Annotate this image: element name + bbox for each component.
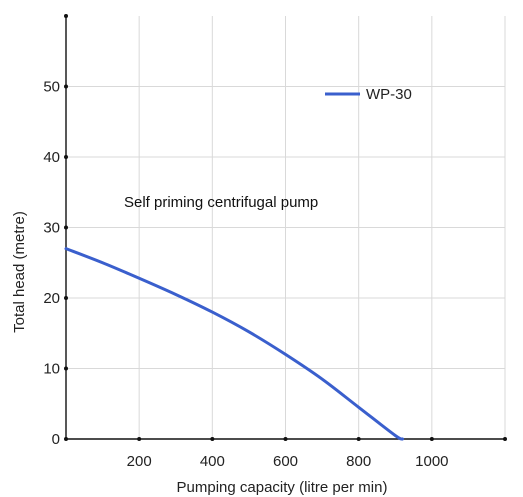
y-tick-label: 30 [43,220,60,237]
y-tick-mark [64,296,68,300]
y-tick-label: 40 [43,149,60,166]
y-tick-label: 10 [43,361,60,378]
legend-label-wp-30: WP-30 [366,86,412,103]
x-tick-label: 600 [273,453,298,470]
y-tick-label: 50 [43,79,60,96]
series-line-wp-30 [64,247,405,441]
x-tick-mark [503,437,507,441]
y-tick-mark [64,225,68,230]
x-axis-label: Pumping capacity (litre per min) [177,479,388,496]
x-tick-label: 800 [346,453,371,470]
x-tick-label: 400 [200,453,225,470]
series-layer [64,247,405,441]
y-tick-label: 20 [43,290,60,307]
y-tick-mark [64,14,68,18]
axes [64,14,507,441]
y-tick-mark [64,155,68,159]
x-tick-label: 200 [127,453,152,470]
tick-labels: 0 10 20 30 40 50 200 400 600 800 1000 [43,79,448,471]
chart-annotation: Self priming centrifugal pump [124,194,318,211]
grid [66,16,506,439]
x-tick-mark [283,437,288,441]
x-tick-mark [210,437,215,441]
x-tick-mark [137,437,142,441]
x-tick-mark [356,437,361,441]
y-axis-label: Total head (metre) [11,211,28,333]
legend: WP-30 [325,86,412,103]
y-tick-mark [64,84,68,89]
y-tick-mark [64,366,68,371]
x-tick-mark [429,437,434,441]
x-tick-label: 1000 [415,453,448,470]
y-tick-mark [64,437,68,441]
y-tick-label: 0 [52,431,60,448]
